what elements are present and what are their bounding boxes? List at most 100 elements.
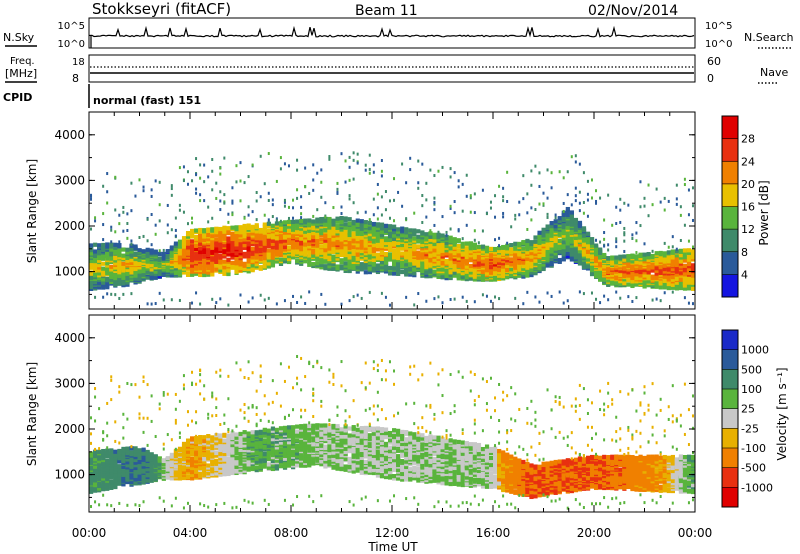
- power-cell: [235, 180, 238, 184]
- power-cell: [364, 210, 367, 214]
- power-cell: [363, 242, 368, 247]
- power-cell: [181, 270, 187, 275]
- power-cell: [634, 254, 639, 259]
- velocity-cell: [133, 465, 138, 471]
- power-cell: [683, 183, 686, 187]
- velocity-cell: [149, 452, 154, 457]
- power-cell: [379, 256, 385, 261]
- power-cell: [573, 227, 579, 232]
- velocity-cell: [90, 432, 93, 436]
- power-cell: [254, 229, 259, 234]
- power-cell: [599, 196, 602, 200]
- power-cell: [226, 243, 231, 248]
- power-cell: [130, 242, 133, 246]
- power-cell: [565, 209, 570, 214]
- power-cell: [286, 245, 292, 250]
- power-cell: [565, 206, 570, 212]
- velocity-cell: [133, 446, 138, 451]
- power-cell: [177, 247, 183, 252]
- power-cell: [255, 199, 258, 203]
- power-cell: [118, 213, 121, 217]
- velocity-cell: [89, 460, 94, 465]
- power-cell: [114, 208, 117, 212]
- power-cell: [485, 212, 488, 216]
- power-cell: [174, 216, 177, 220]
- power-cell: [186, 222, 189, 226]
- power-cell: [480, 272, 486, 277]
- power-cell: [121, 263, 126, 269]
- power-cell: [383, 223, 389, 228]
- power-cell: [432, 269, 437, 274]
- power-cell: [687, 239, 690, 243]
- velocity-cell: [109, 479, 114, 484]
- power-cell: [542, 191, 545, 195]
- power-cell: [392, 266, 397, 271]
- power-cell: [296, 158, 299, 162]
- velocity-cell: [214, 464, 219, 469]
- freq-tick-top: 18: [72, 57, 85, 68]
- power-cell: [105, 242, 110, 247]
- power-cell: [368, 171, 371, 175]
- power-cell: [367, 220, 372, 226]
- power-cell: [344, 159, 347, 163]
- power-cell: [416, 254, 421, 259]
- power-cell: [214, 251, 219, 256]
- power-cell: [383, 251, 389, 257]
- power-cell: [343, 268, 348, 274]
- power-cell: [682, 248, 688, 253]
- power-cell: [420, 265, 425, 270]
- velocity-cell: [141, 469, 146, 474]
- velocity-cell: [219, 422, 222, 426]
- power-cell: [323, 255, 328, 260]
- power-cell: [210, 243, 215, 248]
- velocity-cell: [138, 416, 141, 420]
- power-cell: [312, 188, 315, 192]
- power-cell: [550, 186, 553, 190]
- velocity-cell: [150, 419, 153, 423]
- power-cell: [445, 233, 448, 237]
- velocity-cell: [102, 437, 105, 441]
- power-cell: [387, 224, 393, 229]
- power-cell: [530, 206, 533, 210]
- velocity-cell: [173, 469, 179, 474]
- power-cell: [364, 163, 367, 167]
- velocity-cell: [109, 459, 114, 464]
- power-cell: [417, 186, 420, 190]
- power-cell: [525, 256, 530, 261]
- power-cell: [671, 245, 674, 249]
- power-cell: [501, 244, 506, 250]
- velocity-cell: [106, 401, 109, 405]
- power-cell: [270, 249, 276, 254]
- power-ytick-label: 2000: [54, 219, 85, 233]
- power-cell: [347, 230, 352, 236]
- power-cell: [166, 203, 169, 207]
- velocity-cell: [130, 383, 133, 387]
- power-cell: [352, 151, 355, 155]
- power-cell: [223, 201, 226, 205]
- power-cell: [154, 302, 157, 306]
- power-cell: [585, 245, 591, 250]
- power-cell: [355, 235, 360, 241]
- velocity-cell: [222, 472, 227, 477]
- power-cell: [396, 268, 401, 273]
- velocity-cell: [126, 417, 129, 421]
- velocity-cell: [162, 442, 165, 446]
- power-cell: [262, 240, 267, 245]
- velocity-cell: [207, 412, 210, 416]
- power-cell: [320, 168, 323, 172]
- power-cell: [635, 231, 638, 235]
- power-cell: [662, 278, 667, 283]
- power-cell: [102, 184, 105, 188]
- power-cell: [655, 187, 658, 191]
- power-cell: [195, 173, 198, 177]
- power-cell: [311, 221, 316, 226]
- power-cell: [561, 255, 566, 260]
- power-cell: [424, 237, 429, 242]
- power-cell: [347, 217, 352, 222]
- power-cell: [267, 198, 270, 202]
- power-cell: [650, 274, 655, 279]
- power-cell: [606, 265, 611, 270]
- power-cell: [674, 276, 680, 281]
- power-cell: [262, 259, 267, 264]
- power-cell: [331, 231, 336, 236]
